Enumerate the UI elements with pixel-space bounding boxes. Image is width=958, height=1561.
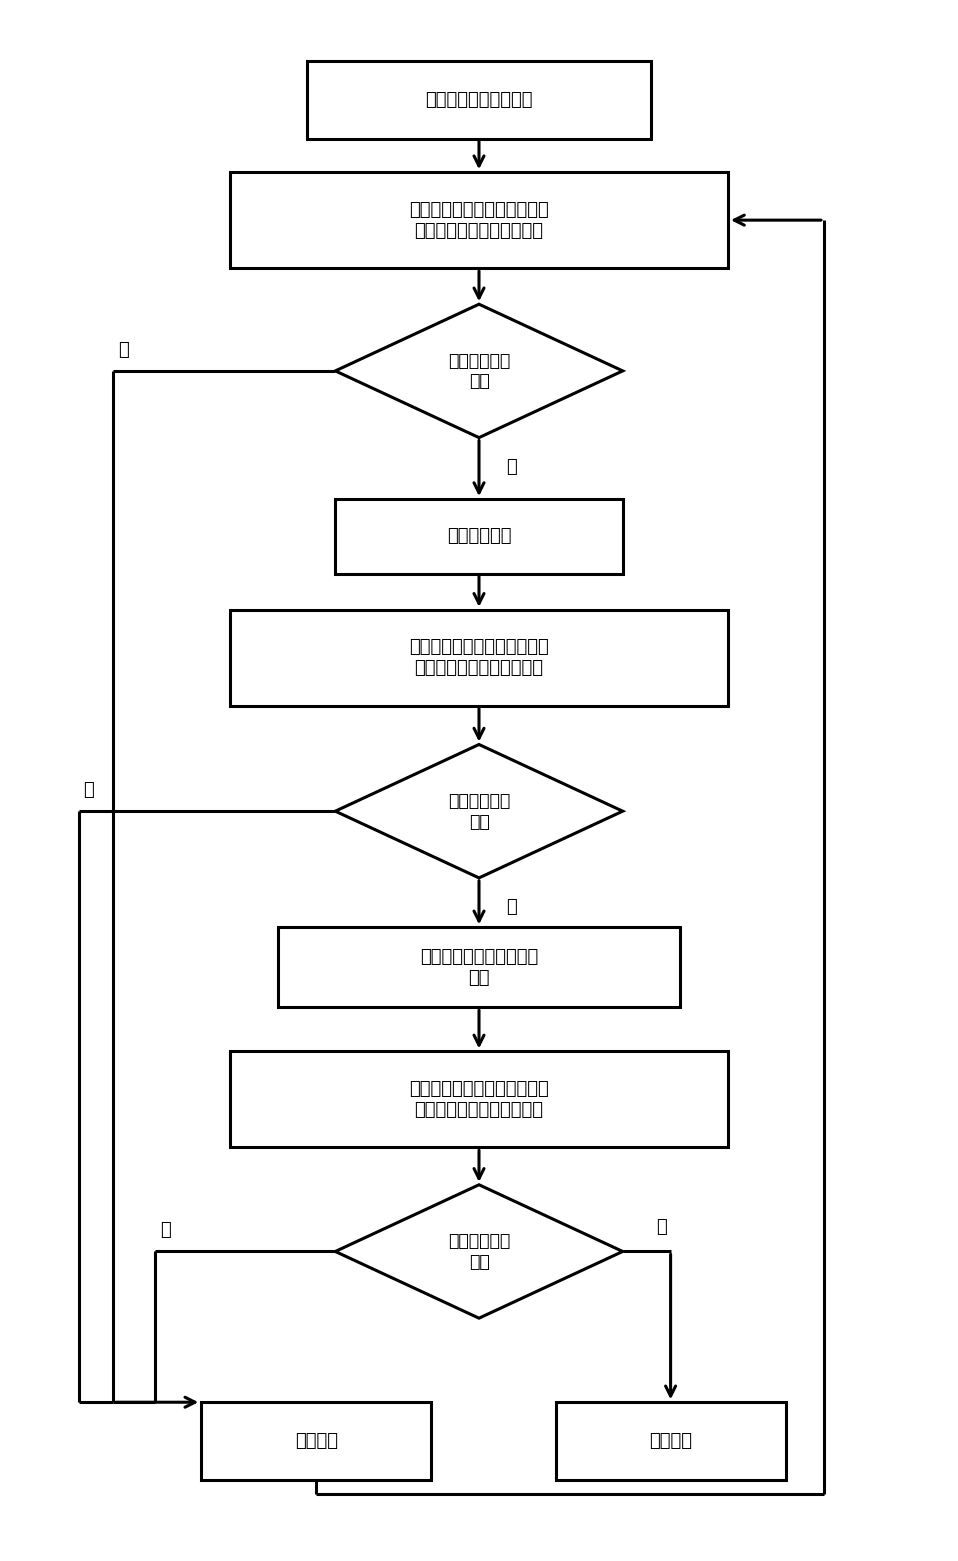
Text: 充电枪束插合并始充电: 充电枪束插合并始充电: [425, 91, 533, 109]
Text: 安全检测盒检测第一、第二、
第三、第四温度传感器数値: 安全检测盒检测第一、第二、 第三、第四温度传感器数値: [409, 201, 549, 239]
Text: 启动液冷系统: 启动液冷系统: [446, 528, 512, 545]
Text: 否: 否: [83, 780, 94, 799]
FancyBboxPatch shape: [201, 1402, 431, 1480]
Text: 结束充电: 结束充电: [650, 1431, 692, 1450]
Polygon shape: [335, 304, 623, 437]
Text: 安全检测盒检测第一、第二、
第三、第四温度传感器数値: 安全检测盒检测第一、第二、 第三、第四温度传感器数値: [409, 1080, 549, 1119]
Text: 大于第一温度
阈値: 大于第一温度 阈値: [448, 351, 510, 390]
FancyBboxPatch shape: [278, 927, 680, 1007]
FancyBboxPatch shape: [230, 172, 728, 268]
FancyBboxPatch shape: [307, 61, 651, 139]
Polygon shape: [335, 745, 623, 877]
Text: 是: 是: [506, 457, 516, 476]
Text: 是: 是: [506, 898, 516, 916]
FancyBboxPatch shape: [230, 610, 728, 706]
Text: 持续充电: 持续充电: [295, 1431, 337, 1450]
Text: 是: 是: [656, 1219, 667, 1236]
FancyBboxPatch shape: [230, 1052, 728, 1147]
FancyBboxPatch shape: [335, 500, 623, 574]
Text: 大于第三温度
阈値: 大于第三温度 阈値: [448, 1232, 510, 1271]
Polygon shape: [335, 1185, 623, 1317]
Text: 调小充电电流至预设电流
范围: 调小充电电流至预设电流 范围: [420, 948, 538, 987]
Text: 大于第二温度
阈値: 大于第二温度 阈値: [448, 791, 510, 830]
Text: 否: 否: [118, 340, 128, 359]
Text: 安全检测盒检测第一、第二、
第三、第四温度传感器数値: 安全检测盒检测第一、第二、 第三、第四温度传感器数値: [409, 638, 549, 677]
Text: 否: 否: [160, 1221, 171, 1239]
FancyBboxPatch shape: [556, 1402, 786, 1480]
